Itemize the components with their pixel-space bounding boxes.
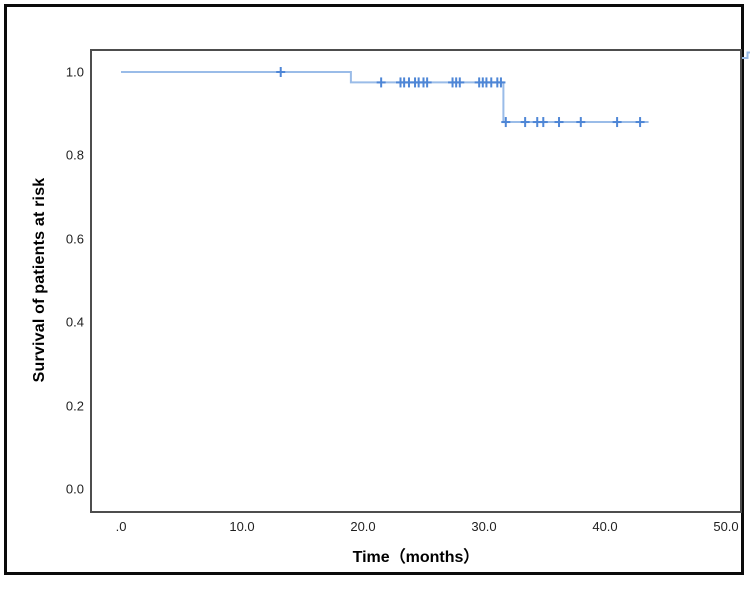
plot-area [90, 49, 742, 513]
y-tick-label: 1.0 [65, 64, 84, 80]
y-tick-label: 0.6 [65, 231, 84, 247]
x-tick-label: 30.0 [471, 519, 497, 534]
y-tick-label: 0.0 [65, 481, 84, 497]
x-tick-label: 40.0 [592, 519, 618, 534]
x-tick-label: .0 [115, 519, 127, 534]
x-tick-label: 50.0 [713, 519, 739, 534]
y-axis-title: Survival of patients at risk [31, 177, 48, 383]
x-tick-label: 10.0 [229, 519, 255, 534]
figure-frame: Survival of patients at risk Time（months… [4, 4, 750, 575]
x-tick-label: 20.0 [350, 519, 376, 534]
y-tick-label: 0.2 [65, 398, 84, 414]
y-tick-label: 0.4 [65, 314, 84, 330]
x-axis-title: Time（months） [352, 549, 480, 566]
curve-fragment-artifact [742, 51, 750, 59]
y-tick-label: 0.8 [65, 147, 84, 163]
